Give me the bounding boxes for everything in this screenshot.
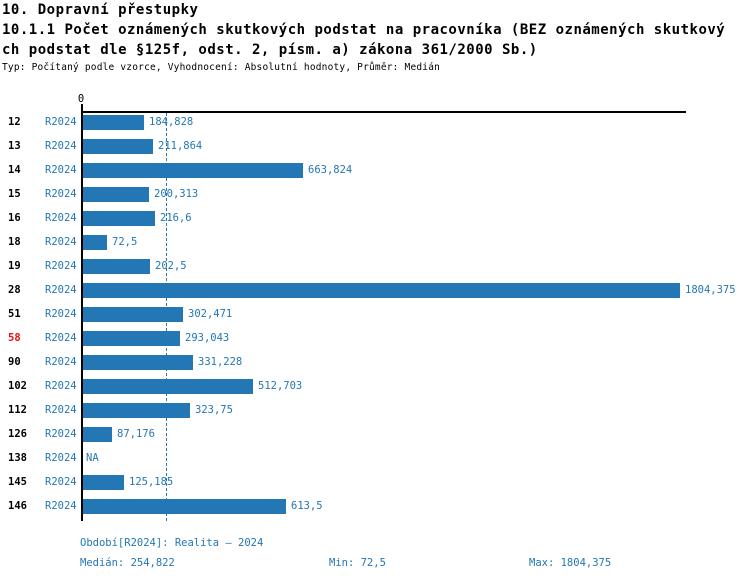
value-label: 331,228 xyxy=(198,356,243,368)
value-label: 200,313 xyxy=(154,188,199,200)
row-period-label: R2024 xyxy=(45,404,77,416)
period-legend: Období[R2024]: Realita – 2024 xyxy=(80,537,264,549)
row-period-label: R2024 xyxy=(45,284,77,296)
axis-zero-label: 0 xyxy=(77,93,85,105)
chart-row: 13 R2024 211,864 xyxy=(0,134,750,158)
value-bar[interactable] xyxy=(83,282,680,298)
max-stat: Max: 1804,375 xyxy=(529,557,612,569)
value-label: 202,5 xyxy=(155,260,187,272)
value-bar[interactable] xyxy=(83,402,190,418)
row-category-label: 12 xyxy=(8,116,21,128)
row-period-label: R2024 xyxy=(45,116,77,128)
row-period-label: R2024 xyxy=(45,500,77,512)
row-category-label: 102 xyxy=(8,380,27,392)
value-bar[interactable] xyxy=(83,114,144,130)
chart-row: 145 R2024 125,185 xyxy=(0,470,750,494)
row-period-label: R2024 xyxy=(45,260,77,272)
row-category-label: 90 xyxy=(8,356,21,368)
report-subtitle-line1: 10.1.1 Počet oznámených skutkových podst… xyxy=(2,22,726,38)
value-label: 613,5 xyxy=(291,500,323,512)
value-label: 184,828 xyxy=(149,116,194,128)
value-bar[interactable] xyxy=(83,330,180,346)
chart-row: 58 R2024 293,043 xyxy=(0,326,750,350)
chart-row: 18 R2024 72,5 xyxy=(0,230,750,254)
value-label: NA xyxy=(86,452,99,464)
row-category-label: 13 xyxy=(8,140,21,152)
axis-top-line xyxy=(81,111,686,113)
row-category-label: 112 xyxy=(8,404,27,416)
row-period-label: R2024 xyxy=(45,332,77,344)
chart-row: 28 R2024 1804,375 xyxy=(0,278,750,302)
row-period-label: R2024 xyxy=(45,164,77,176)
row-period-label: R2024 xyxy=(45,356,77,368)
value-label: 323,75 xyxy=(195,404,233,416)
chart-row: 51 R2024 302,471 xyxy=(0,302,750,326)
chart-row: 146 R2024 613,5 xyxy=(0,494,750,518)
value-label: 302,471 xyxy=(188,308,233,320)
row-period-label: R2024 xyxy=(45,308,77,320)
report-meta: Typ: Počítaný podle vzorce, Vyhodnocení:… xyxy=(2,62,441,73)
value-bar[interactable] xyxy=(83,186,149,202)
row-period-label: R2024 xyxy=(45,476,77,488)
row-period-label: R2024 xyxy=(45,140,77,152)
report-title: 10. Dopravní přestupky xyxy=(2,2,199,18)
row-period-label: R2024 xyxy=(45,188,77,200)
row-category-label: 146 xyxy=(8,500,27,512)
value-label: 663,824 xyxy=(308,164,353,176)
value-bar[interactable] xyxy=(83,354,193,370)
chart-row: 138 R2024 NA xyxy=(0,446,750,470)
y-axis-line xyxy=(81,104,83,521)
value-label: 211,864 xyxy=(158,140,203,152)
chart-row: 16 R2024 216,6 xyxy=(0,206,750,230)
value-bar[interactable] xyxy=(83,306,183,322)
row-category-label: 18 xyxy=(8,236,21,248)
chart-row: 90 R2024 331,228 xyxy=(0,350,750,374)
value-bar[interactable] xyxy=(83,210,155,226)
value-bar[interactable] xyxy=(83,258,150,274)
chart-rows: 12 R2024 184,828 13 R2024 211,864 14 R20… xyxy=(0,110,750,518)
chart-row: 126 R2024 87,176 xyxy=(0,422,750,446)
row-period-label: R2024 xyxy=(45,236,77,248)
report-subtitle-line2: ch podstat dle §125f, odst. 2, písm. a) … xyxy=(2,42,538,58)
row-category-label: 126 xyxy=(8,428,27,440)
row-category-label: 28 xyxy=(8,284,21,296)
value-bar[interactable] xyxy=(83,234,107,250)
chart-row: 14 R2024 663,824 xyxy=(0,158,750,182)
chart-row: 102 R2024 512,703 xyxy=(0,374,750,398)
chart-row: 12 R2024 184,828 xyxy=(0,110,750,134)
value-label: 1804,375 xyxy=(685,284,736,296)
value-label: 293,043 xyxy=(185,332,230,344)
row-category-label: 16 xyxy=(8,212,21,224)
row-period-label: R2024 xyxy=(45,212,77,224)
value-label: 72,5 xyxy=(112,236,138,248)
row-category-label: 58 xyxy=(8,332,21,344)
row-category-label: 14 xyxy=(8,164,21,176)
value-bar[interactable] xyxy=(83,498,286,514)
chart-row: 15 R2024 200,313 xyxy=(0,182,750,206)
value-bar[interactable] xyxy=(83,162,303,178)
row-category-label: 51 xyxy=(8,308,21,320)
value-bar[interactable] xyxy=(83,138,153,154)
median-stat: Medián: 254,822 xyxy=(80,557,175,569)
value-label: 216,6 xyxy=(160,212,192,224)
chart-row: 19 R2024 202,5 xyxy=(0,254,750,278)
value-bar[interactable] xyxy=(83,426,112,442)
row-category-label: 15 xyxy=(8,188,21,200)
min-stat: Min: 72,5 xyxy=(329,557,386,569)
chart-row: 112 R2024 323,75 xyxy=(0,398,750,422)
row-period-label: R2024 xyxy=(45,380,77,392)
row-category-label: 145 xyxy=(8,476,27,488)
value-label: 512,703 xyxy=(258,380,303,392)
value-bar[interactable] xyxy=(83,474,124,490)
row-category-label: 19 xyxy=(8,260,21,272)
row-period-label: R2024 xyxy=(45,428,77,440)
row-period-label: R2024 xyxy=(45,452,77,464)
row-category-label: 138 xyxy=(8,452,27,464)
value-label: 125,185 xyxy=(129,476,174,488)
value-bar[interactable] xyxy=(83,378,253,394)
value-label: 87,176 xyxy=(117,428,155,440)
